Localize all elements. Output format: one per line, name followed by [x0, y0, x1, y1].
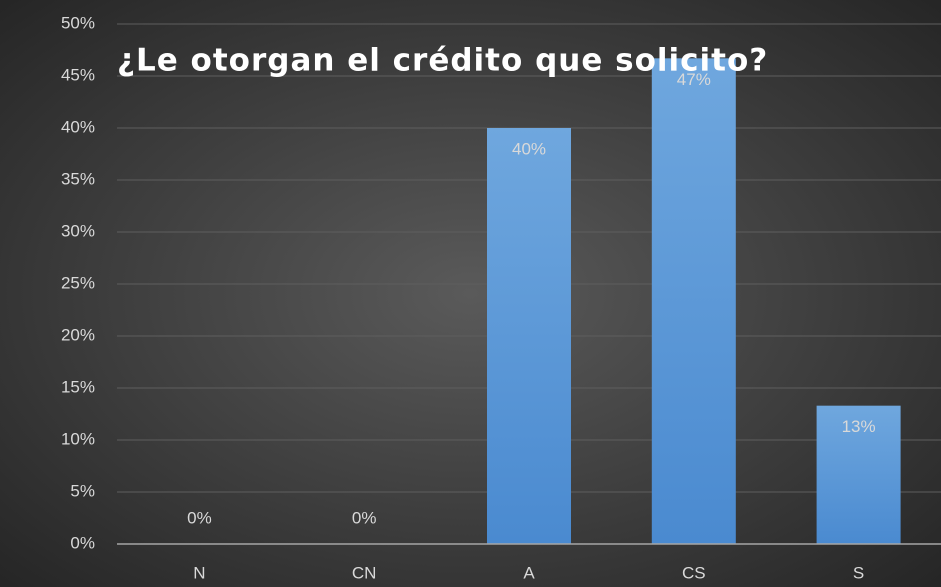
y-tick-label: 10%	[61, 429, 95, 448]
bar	[487, 128, 571, 544]
y-tick-label: 30%	[61, 221, 95, 240]
x-tick-label: A	[523, 563, 535, 582]
data-label: 0%	[187, 508, 212, 527]
y-tick-label: 20%	[61, 325, 95, 344]
data-label: 0%	[352, 508, 377, 527]
x-tick-label: N	[193, 563, 205, 582]
y-tick-label: 40%	[61, 117, 95, 136]
bar	[816, 405, 901, 544]
y-tick-label: 25%	[61, 273, 95, 292]
data-label: 13%	[842, 417, 876, 436]
y-tick-label: 45%	[61, 65, 95, 84]
data-label: 40%	[512, 139, 546, 158]
y-tick-label: 15%	[61, 377, 95, 396]
chart-title: ¿Le otorgan el crédito que solicito?	[117, 43, 768, 79]
y-tick-label: 35%	[61, 169, 95, 188]
y-tick-label: 5%	[70, 481, 95, 500]
data-label: 47%	[677, 70, 711, 89]
x-tick-label: CS	[682, 563, 706, 582]
x-tick-label: S	[853, 563, 864, 582]
y-tick-label: 50%	[61, 13, 95, 32]
x-tick-label: CN	[352, 563, 377, 582]
bar	[651, 58, 736, 544]
y-tick-label: 0%	[70, 533, 95, 552]
